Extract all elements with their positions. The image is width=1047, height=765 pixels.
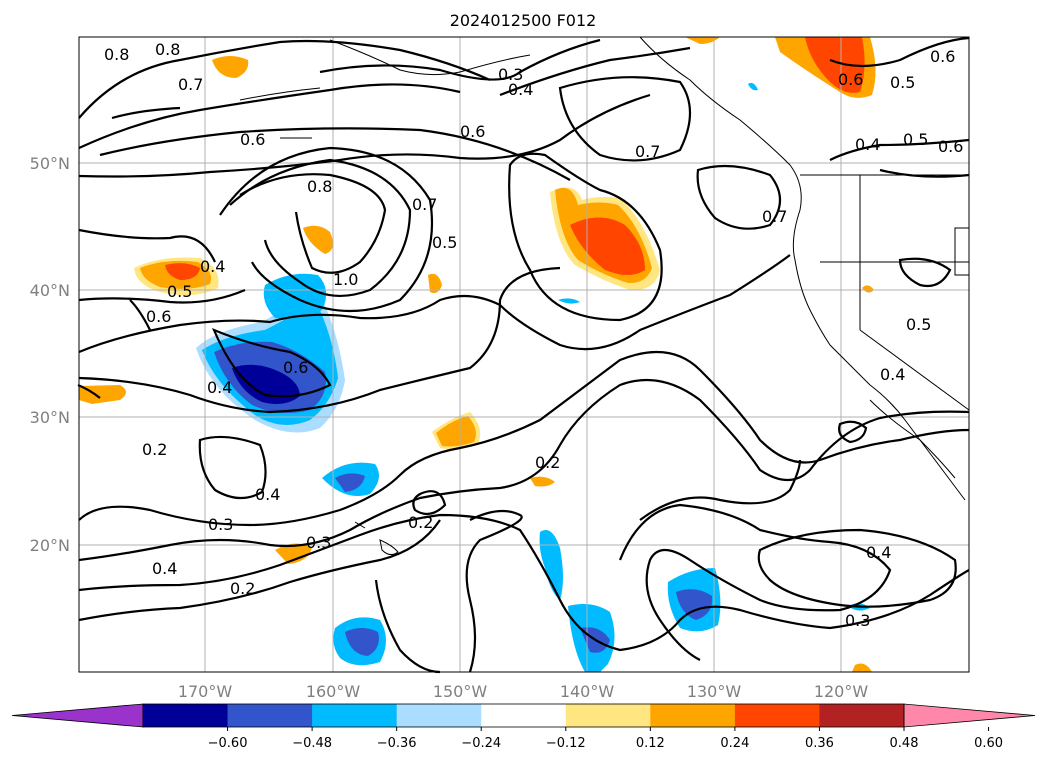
contour-label: 0.5: [903, 130, 928, 149]
contour-label: 0.4: [855, 135, 880, 154]
colorbar-segment: [734, 704, 820, 727]
colorbar-tick-label: 0.24: [720, 736, 749, 751]
colorbar-segment: [481, 704, 567, 727]
lon-label-130w: 130°W: [687, 682, 742, 701]
figure-title: 2024012500 F012: [450, 11, 597, 30]
colorbar-tick-label: 0.48: [890, 736, 919, 751]
contour-label: 0.8: [104, 45, 129, 64]
contour-label: 0.4: [508, 80, 533, 99]
colorbar-outline: [142, 703, 905, 728]
colorbar-tick-label: 0.12: [636, 736, 665, 751]
coastlines: [239, 36, 970, 556]
colorbar-segment: [143, 704, 229, 727]
colorbar: −0.60 −0.48 −0.36 −0.24 −0.12 0.12 0.24 0.36 0.4…: [11, 703, 1036, 751]
contour-label: 0.8: [307, 177, 332, 196]
contour-label: 0.6: [240, 130, 265, 149]
contour-label: 0.7: [412, 195, 437, 214]
lat-label-40n: 40°N: [30, 281, 70, 300]
contour-label-group: 0.8 0.8 0.7 0.6 0.3 0.4 0.6 0.7 0.6 0.6 …: [104, 40, 963, 630]
colorbar-tick-label: 0.36: [805, 736, 834, 751]
contour-label: 0.2: [535, 453, 560, 472]
colorbar-segment: [650, 704, 736, 727]
contour-lines: [77, 36, 970, 674]
contour-label: 0.6: [838, 70, 863, 89]
colorbar-extend-low: [11, 703, 144, 728]
colorbar-tick-label: 0.60: [974, 736, 1003, 751]
contour-label: 0.8: [155, 40, 180, 59]
colorbar-tick-label: −0.48: [292, 736, 332, 751]
contour-label: 0.2: [142, 440, 167, 459]
contour-label: 0.7: [635, 142, 660, 161]
contour-label: 0.6: [930, 47, 955, 66]
contour-label: 0.2: [408, 513, 433, 532]
contour-label: 0.6: [460, 122, 485, 141]
contour-label: 0.3: [306, 533, 331, 552]
lon-label-160w: 160°W: [306, 682, 361, 701]
contour-label: 0.3: [845, 611, 870, 630]
lon-label-150w: 150°W: [433, 682, 488, 701]
longitude-labels: 170°W 160°W 150°W 140°W 130°W 120°W: [178, 682, 869, 701]
contour-label: 0.4: [880, 365, 905, 384]
colorbar-segment: [312, 704, 398, 727]
colorbar-tick-label: −0.12: [546, 736, 586, 751]
lat-label-30n: 30°N: [30, 408, 70, 427]
contour-label: 0.3: [498, 65, 523, 84]
colorbar-tick-label: −0.60: [208, 736, 248, 751]
contour-label: 0.7: [762, 207, 787, 226]
colorbar-tick-label: −0.36: [377, 736, 417, 751]
contour-label: 0.6: [283, 358, 308, 377]
lon-label-140w: 140°W: [560, 682, 615, 701]
map-frame: [78, 36, 970, 673]
lat-label-20n: 20°N: [30, 536, 70, 555]
colorbar-segment: [565, 704, 651, 727]
contour-label: 0.5: [167, 282, 192, 301]
colorbar-segment: [227, 704, 313, 727]
lon-label-120w: 120°W: [814, 682, 869, 701]
colorbar-extend-high: [903, 703, 1036, 728]
contour-label: 0.4: [866, 543, 891, 562]
colorbar-segment: [819, 704, 905, 727]
contour-label: 0.6: [146, 307, 171, 326]
contour-label: 0.3: [208, 515, 233, 534]
contour-label: 1.0: [333, 270, 358, 289]
contour-label: 0.5: [890, 73, 915, 92]
contour-label: 0.4: [200, 257, 225, 276]
contour-label: 0.4: [255, 485, 280, 504]
colorbar-tick-label: −0.24: [461, 736, 501, 751]
latitude-labels: 50°N 40°N 30°N 20°N: [30, 154, 70, 555]
colorbar-segment: [396, 704, 482, 727]
contour-label: 0.7: [178, 75, 203, 94]
contour-label: 0.4: [152, 559, 177, 578]
contour-label: 0.2: [230, 579, 255, 598]
contour-label: 0.5: [432, 233, 457, 252]
contour-label: 0.6: [938, 137, 963, 156]
lon-label-170w: 170°W: [178, 682, 233, 701]
lat-label-50n: 50°N: [30, 154, 70, 173]
contour-label: 0.4: [207, 378, 232, 397]
contour-label: 0.5: [906, 315, 931, 334]
